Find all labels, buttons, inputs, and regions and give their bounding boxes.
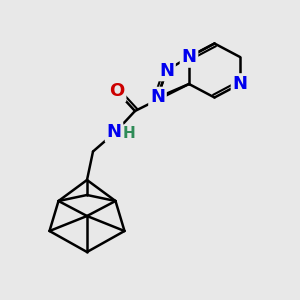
Text: N: N — [232, 75, 247, 93]
Text: N: N — [106, 123, 122, 141]
Text: N: N — [159, 61, 174, 80]
Text: O: O — [110, 82, 124, 100]
Text: N: N — [150, 88, 165, 106]
Text: N: N — [182, 48, 196, 66]
Text: H: H — [123, 126, 135, 141]
